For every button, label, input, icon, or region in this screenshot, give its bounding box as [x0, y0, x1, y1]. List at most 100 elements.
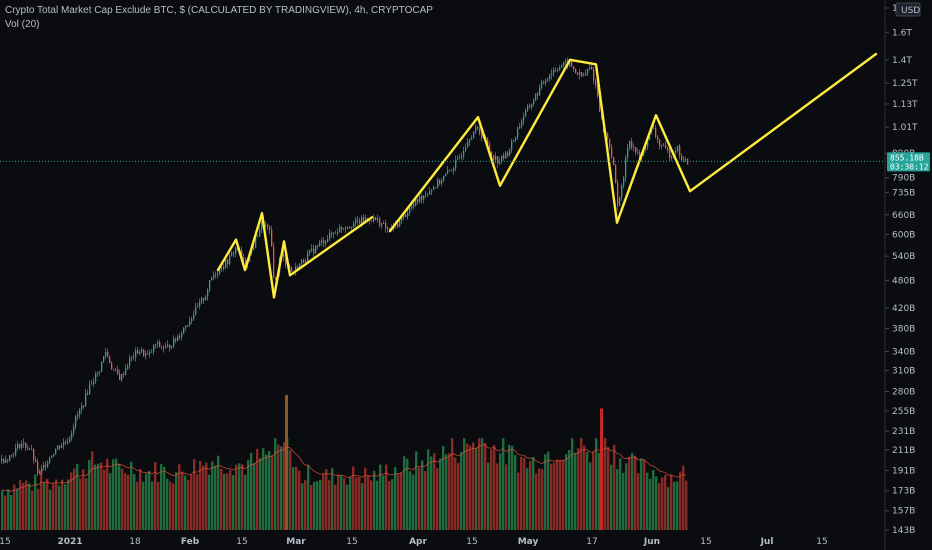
- candle-body: [577, 73, 579, 75]
- candle-body: [509, 149, 511, 156]
- candle-body: [473, 132, 475, 138]
- candle-body: [89, 384, 91, 395]
- candle-body: [661, 145, 663, 147]
- candle-body: [101, 361, 103, 372]
- candle-body: [397, 224, 399, 227]
- price-axis-label: 735B: [892, 189, 915, 199]
- time-axis-label: May: [518, 537, 539, 547]
- volume-pane: [1, 395, 688, 530]
- volume-bar: [622, 472, 625, 530]
- candle-body: [607, 133, 609, 139]
- volume-bar: [193, 459, 196, 530]
- candle-body: [139, 352, 141, 354]
- candle-body: [349, 226, 351, 228]
- volume-bar: [94, 464, 97, 530]
- candle-body: [255, 236, 257, 248]
- volume-bar: [478, 438, 481, 530]
- volume-bar: [586, 451, 589, 530]
- volume-bar: [247, 459, 250, 530]
- candle-body: [111, 362, 113, 369]
- candle-body: [47, 462, 49, 467]
- candle-body: [341, 226, 343, 229]
- candle-body: [127, 365, 129, 369]
- volume-bar: [394, 467, 397, 530]
- candle-body: [325, 241, 327, 244]
- time-axis-label: 18: [129, 537, 141, 547]
- currency-label: USD: [901, 6, 920, 16]
- volume-bar: [298, 470, 301, 530]
- candle-body: [367, 218, 369, 219]
- volume-bar: [133, 473, 136, 530]
- candle-body: [675, 150, 677, 153]
- volume-bar: [112, 459, 115, 530]
- candle-body: [299, 263, 301, 270]
- volume-ma-line: [1, 444, 687, 492]
- candle-body: [677, 145, 679, 151]
- candle-body: [579, 72, 581, 75]
- indicator-label[interactable]: Vol (20): [5, 19, 40, 30]
- volume-bar: [118, 463, 121, 530]
- volume-bar: [40, 470, 43, 530]
- candle-body: [419, 196, 421, 202]
- candle-body: [383, 222, 385, 224]
- price-axis-label: 480B: [892, 276, 915, 286]
- time-axis[interactable]: 15 2021 18 Feb 15 Mar 15 Apr 15 May 17 Jun 15 Jul 15: [0, 537, 828, 547]
- volume-bar: [481, 438, 484, 530]
- volume-bar: [214, 465, 217, 530]
- candle-body: [267, 224, 269, 228]
- volume-bar: [643, 459, 646, 530]
- last-price-label: 855.18B: [890, 153, 924, 162]
- candle-body: [571, 61, 573, 67]
- volume-bar: [529, 460, 532, 530]
- candle-body: [309, 250, 311, 254]
- price-axis-label: 600B: [892, 230, 915, 240]
- volume-bar: [202, 465, 205, 530]
- volume-bar: [100, 462, 103, 530]
- candle-body: [435, 187, 437, 188]
- candle-body: [431, 189, 433, 192]
- volume-bar: [115, 458, 118, 530]
- price-axis-label: 310B: [892, 367, 915, 377]
- candle-body: [77, 414, 79, 417]
- volume-bar: [244, 474, 247, 530]
- volume-bar: [322, 473, 325, 530]
- candle-body: [611, 147, 613, 158]
- candle-body: [257, 236, 259, 238]
- volume-bar: [403, 456, 406, 530]
- volume-bar: [31, 490, 34, 530]
- candle-body: [617, 182, 619, 206]
- volume-bar: [613, 444, 616, 530]
- candle-body: [591, 67, 593, 70]
- volume-bar: [4, 495, 7, 530]
- candle-body: [155, 344, 157, 346]
- time-axis-label: Feb: [181, 537, 200, 547]
- volume-bar: [85, 478, 88, 530]
- candle-body: [95, 373, 97, 382]
- volume-bar: [490, 449, 493, 530]
- price-axis-label: 173B: [892, 487, 915, 497]
- candle-body: [399, 220, 401, 227]
- candle-body: [221, 267, 223, 269]
- volume-bar: [37, 488, 40, 530]
- currency-badge[interactable]: [895, 2, 921, 17]
- volume-bar: [187, 479, 190, 530]
- candle-body: [425, 194, 427, 196]
- candle-body: [171, 347, 173, 349]
- volume-bar: [208, 474, 211, 530]
- price-axis-label: 1.13T: [892, 100, 918, 110]
- candle-body: [55, 449, 57, 455]
- candle-body: [465, 147, 467, 151]
- candle-body: [629, 141, 631, 149]
- volume-bar: [595, 438, 598, 530]
- candle-body: [19, 444, 21, 448]
- candle-body: [549, 75, 551, 80]
- candle-body: [427, 194, 429, 195]
- candle-body: [135, 350, 137, 358]
- candle-body: [519, 126, 521, 129]
- volume-bar: [319, 479, 322, 530]
- volume-bar: [532, 457, 535, 530]
- candle-body: [589, 67, 591, 69]
- candle-body: [67, 442, 69, 443]
- candle-body: [23, 442, 25, 444]
